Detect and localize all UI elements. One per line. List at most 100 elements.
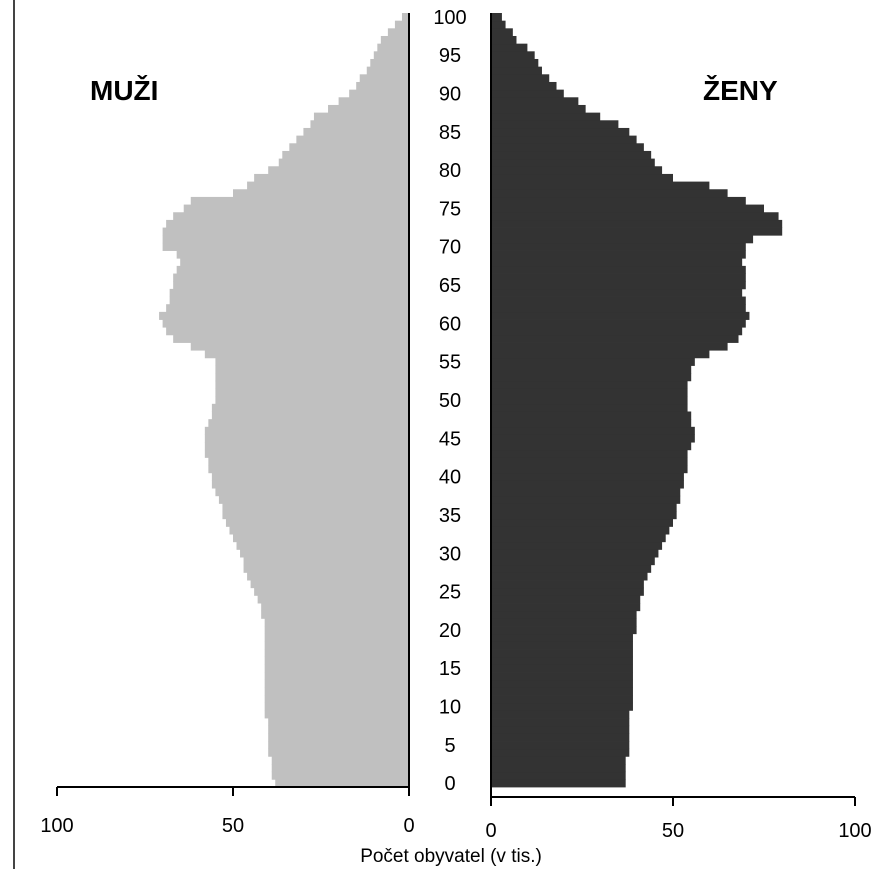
male-bar-age-99 — [394, 20, 409, 29]
female-bar-age-46 — [491, 426, 695, 435]
female-bar-age-96 — [491, 43, 528, 52]
female-bar-age-6 — [491, 733, 630, 742]
male-bar-age-0 — [275, 779, 409, 788]
female-bar-age-27 — [491, 572, 648, 581]
female-bar-age-73 — [491, 219, 783, 228]
female-bar-age-43 — [491, 449, 688, 458]
male-bar-age-34 — [225, 518, 409, 527]
female-bar-age-61 — [491, 311, 750, 320]
male-bar-age-37 — [218, 495, 409, 504]
male-bar-age-2 — [271, 764, 409, 773]
female-bar-age-80 — [491, 166, 663, 175]
female-bar-age-74 — [491, 212, 779, 221]
female-bar-age-52 — [491, 380, 688, 389]
female-bar-age-79 — [491, 173, 673, 182]
age-tick-label: 70 — [439, 237, 461, 259]
female-bar-age-7 — [491, 725, 630, 734]
male-bar-age-63 — [169, 296, 409, 305]
frame-line — [13, 0, 15, 869]
female-bar-age-16 — [491, 656, 633, 665]
age-tick-label: 20 — [439, 620, 461, 642]
age-tick-labels: 0 5 10 15 20 25 30 35 40 45 50 55 60 65 70 75 80 85 90 95 10… — [433, 7, 466, 795]
female-bar-age-99 — [491, 20, 506, 29]
female-bar-age-62 — [491, 304, 746, 313]
female-bar-age-81 — [491, 158, 655, 167]
male-bar-age-57 — [190, 342, 409, 351]
male-bar-age-78 — [247, 181, 409, 190]
female-bar-age-32 — [491, 534, 666, 543]
female-bar-age-68 — [491, 258, 743, 267]
female-bar-age-66 — [491, 273, 746, 282]
male-bar-age-38 — [215, 488, 409, 497]
male-bar-age-14 — [264, 672, 409, 681]
male-bar-age-9 — [264, 710, 409, 719]
male-bar-age-65 — [173, 281, 409, 290]
male-bar-age-73 — [166, 219, 409, 228]
female-bar-age-20 — [491, 626, 637, 635]
female-bar-age-19 — [491, 633, 633, 642]
male-bar-age-92 — [359, 74, 409, 83]
male-bar-age-62 — [166, 304, 409, 313]
female-bar-age-50 — [491, 396, 688, 405]
female-bar-age-100 — [491, 13, 502, 22]
female-bar-age-57 — [491, 342, 728, 351]
male-bar-age-93 — [366, 66, 409, 75]
female-bar-age-22 — [491, 610, 637, 619]
female-bar-age-44 — [491, 442, 692, 451]
age-tick-label: 80 — [439, 160, 461, 182]
male-bar-age-19 — [264, 633, 409, 642]
male-bar-age-91 — [356, 81, 409, 91]
female-bar-age-54 — [491, 365, 692, 374]
male-x-tick-label: 0 — [403, 815, 414, 837]
female-bar-age-42 — [491, 457, 688, 466]
female-bar-age-87 — [491, 112, 601, 121]
female-bar-age-63 — [491, 296, 746, 305]
female-bar-age-13 — [491, 679, 633, 688]
female-bar-age-12 — [491, 687, 633, 696]
female-bar-age-60 — [491, 319, 746, 328]
male-bar-age-52 — [215, 380, 409, 389]
male-bar-age-64 — [169, 288, 409, 297]
axes — [56, 13, 856, 806]
x-tick-labels: 100 50 0 0 50 100 — [40, 815, 871, 842]
age-tick-label: 90 — [439, 83, 461, 105]
panel-label-men: MUŽI — [90, 75, 158, 106]
female-bar-age-94 — [491, 58, 539, 68]
male-bar-age-41 — [208, 465, 409, 474]
male-bar-age-27 — [247, 572, 409, 581]
male-bar-age-70 — [162, 242, 409, 251]
male-bar-age-8 — [268, 718, 409, 727]
male-bar-age-61 — [159, 311, 409, 320]
female-bar-age-17 — [491, 649, 633, 658]
male-bar-age-77 — [233, 189, 409, 198]
female-bar-age-67 — [491, 265, 746, 274]
female-bar-age-88 — [491, 104, 586, 114]
female-bar-age-34 — [491, 518, 673, 527]
male-bar-age-59 — [166, 327, 409, 336]
age-tick-label: 30 — [439, 543, 461, 565]
male-bar-age-94 — [370, 58, 409, 68]
male-bar-age-97 — [380, 35, 409, 45]
female-bar-age-83 — [491, 143, 644, 152]
male-bar-age-4 — [268, 748, 409, 757]
female-bar-age-33 — [491, 526, 670, 535]
male-x-tick-label: 50 — [222, 815, 244, 837]
female-bar-age-36 — [491, 503, 677, 512]
age-tick-label: 40 — [439, 467, 461, 489]
age-tick-label: 5 — [444, 735, 455, 757]
male-bar-age-49 — [211, 403, 409, 412]
male-bar-age-60 — [162, 319, 409, 328]
male-bar-age-84 — [296, 135, 409, 144]
female-bar-age-3 — [491, 756, 626, 765]
female-x-tick-label: 50 — [662, 820, 684, 842]
female-bar-age-39 — [491, 480, 684, 489]
female-bar-age-30 — [491, 549, 659, 558]
male-bar-age-45 — [204, 434, 409, 443]
male-bar-age-3 — [271, 756, 409, 765]
female-bar-age-41 — [491, 465, 688, 474]
male-bar-age-80 — [268, 166, 409, 175]
age-tick-label: 75 — [439, 198, 461, 220]
female-bar-age-92 — [491, 74, 550, 83]
female-bar-age-71 — [491, 235, 754, 244]
male-bar-age-33 — [229, 526, 409, 535]
